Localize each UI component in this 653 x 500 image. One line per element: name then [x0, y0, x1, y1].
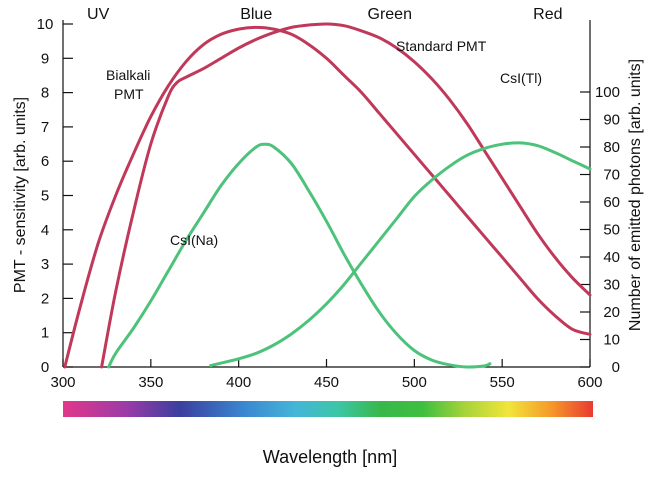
y-right-tick-label: 20 [603, 304, 620, 321]
y-right-tick-label: 40 [603, 249, 620, 266]
y-right-tick-label: 100 [595, 84, 620, 101]
annotation-bialkali: Bialkali [106, 67, 150, 83]
spectral-band-labels: UV Blue Green Red [87, 6, 563, 23]
y-left-tick-label: 1 [41, 325, 49, 342]
y-right-tick-label: 60 [603, 194, 620, 211]
y-left-tick-label: 7 [41, 119, 49, 136]
y-left-tick-label: 4 [41, 222, 49, 239]
y-right-ticks: 0 10 20 30 40 50 60 70 80 90 100 [580, 84, 620, 376]
y-left-tick-label: 8 [41, 85, 49, 102]
y-axis-left-title: PMT - sensitivity [arb. units] [12, 97, 29, 293]
y-right-tick-label: 0 [612, 359, 620, 376]
y-left-tick-label: 3 [41, 256, 49, 273]
y-left-tick-label: 2 [41, 290, 49, 307]
series-line-csi-na [107, 142, 492, 369]
band-label-uv: UV [87, 6, 110, 23]
x-tick-label: 600 [577, 374, 602, 391]
x-tick-label: 550 [490, 374, 515, 391]
x-tick-label: 350 [138, 374, 163, 391]
x-tick-label: 450 [314, 374, 339, 391]
annotation-csi-na: CsI(Na) [170, 232, 218, 248]
spectrum-colorbar [63, 401, 593, 417]
y-right-tick-label: 10 [603, 332, 620, 349]
y-left-tick-label: 6 [41, 153, 49, 170]
annotation-bialkali-pmt: PMT [114, 86, 144, 102]
y-right-tick-label: 80 [603, 139, 620, 156]
y-left-tick-label: 5 [41, 188, 49, 205]
x-tick-label: 400 [226, 374, 251, 391]
x-ticks: 300 350 400 450 500 550 600 [50, 359, 603, 391]
series-line-csi-tl [209, 141, 592, 368]
y-right-tick-label: 90 [603, 112, 620, 129]
x-tick-label: 500 [402, 374, 427, 391]
band-label-green: Green [368, 6, 412, 23]
series-lines [63, 22, 592, 369]
y-right-tick-label: 50 [603, 222, 620, 239]
band-label-blue: Blue [240, 6, 272, 23]
y-left-tick-label: 0 [41, 359, 49, 376]
x-tick-label: 300 [50, 374, 75, 391]
annotation-csi-tl: CsI(Tl) [500, 70, 542, 86]
y-right-tick-label: 70 [603, 167, 620, 184]
series-line-bialkali-pmt [100, 22, 592, 369]
band-label-red: Red [533, 6, 562, 23]
y-right-tick-label: 30 [603, 277, 620, 294]
y-axis-right-title: Number of emitted photons [arb. units] [627, 59, 644, 331]
y-left-ticks: 0 1 2 3 4 5 6 7 8 9 10 [37, 16, 73, 376]
series-line-standard-pmt [63, 25, 592, 369]
y-left-tick-label: 9 [41, 50, 49, 67]
annotation-standard-pmt: Standard PMT [396, 38, 487, 54]
x-axis-title: Wavelength [nm] [263, 447, 397, 467]
y-left-tick-label: 10 [37, 16, 54, 33]
